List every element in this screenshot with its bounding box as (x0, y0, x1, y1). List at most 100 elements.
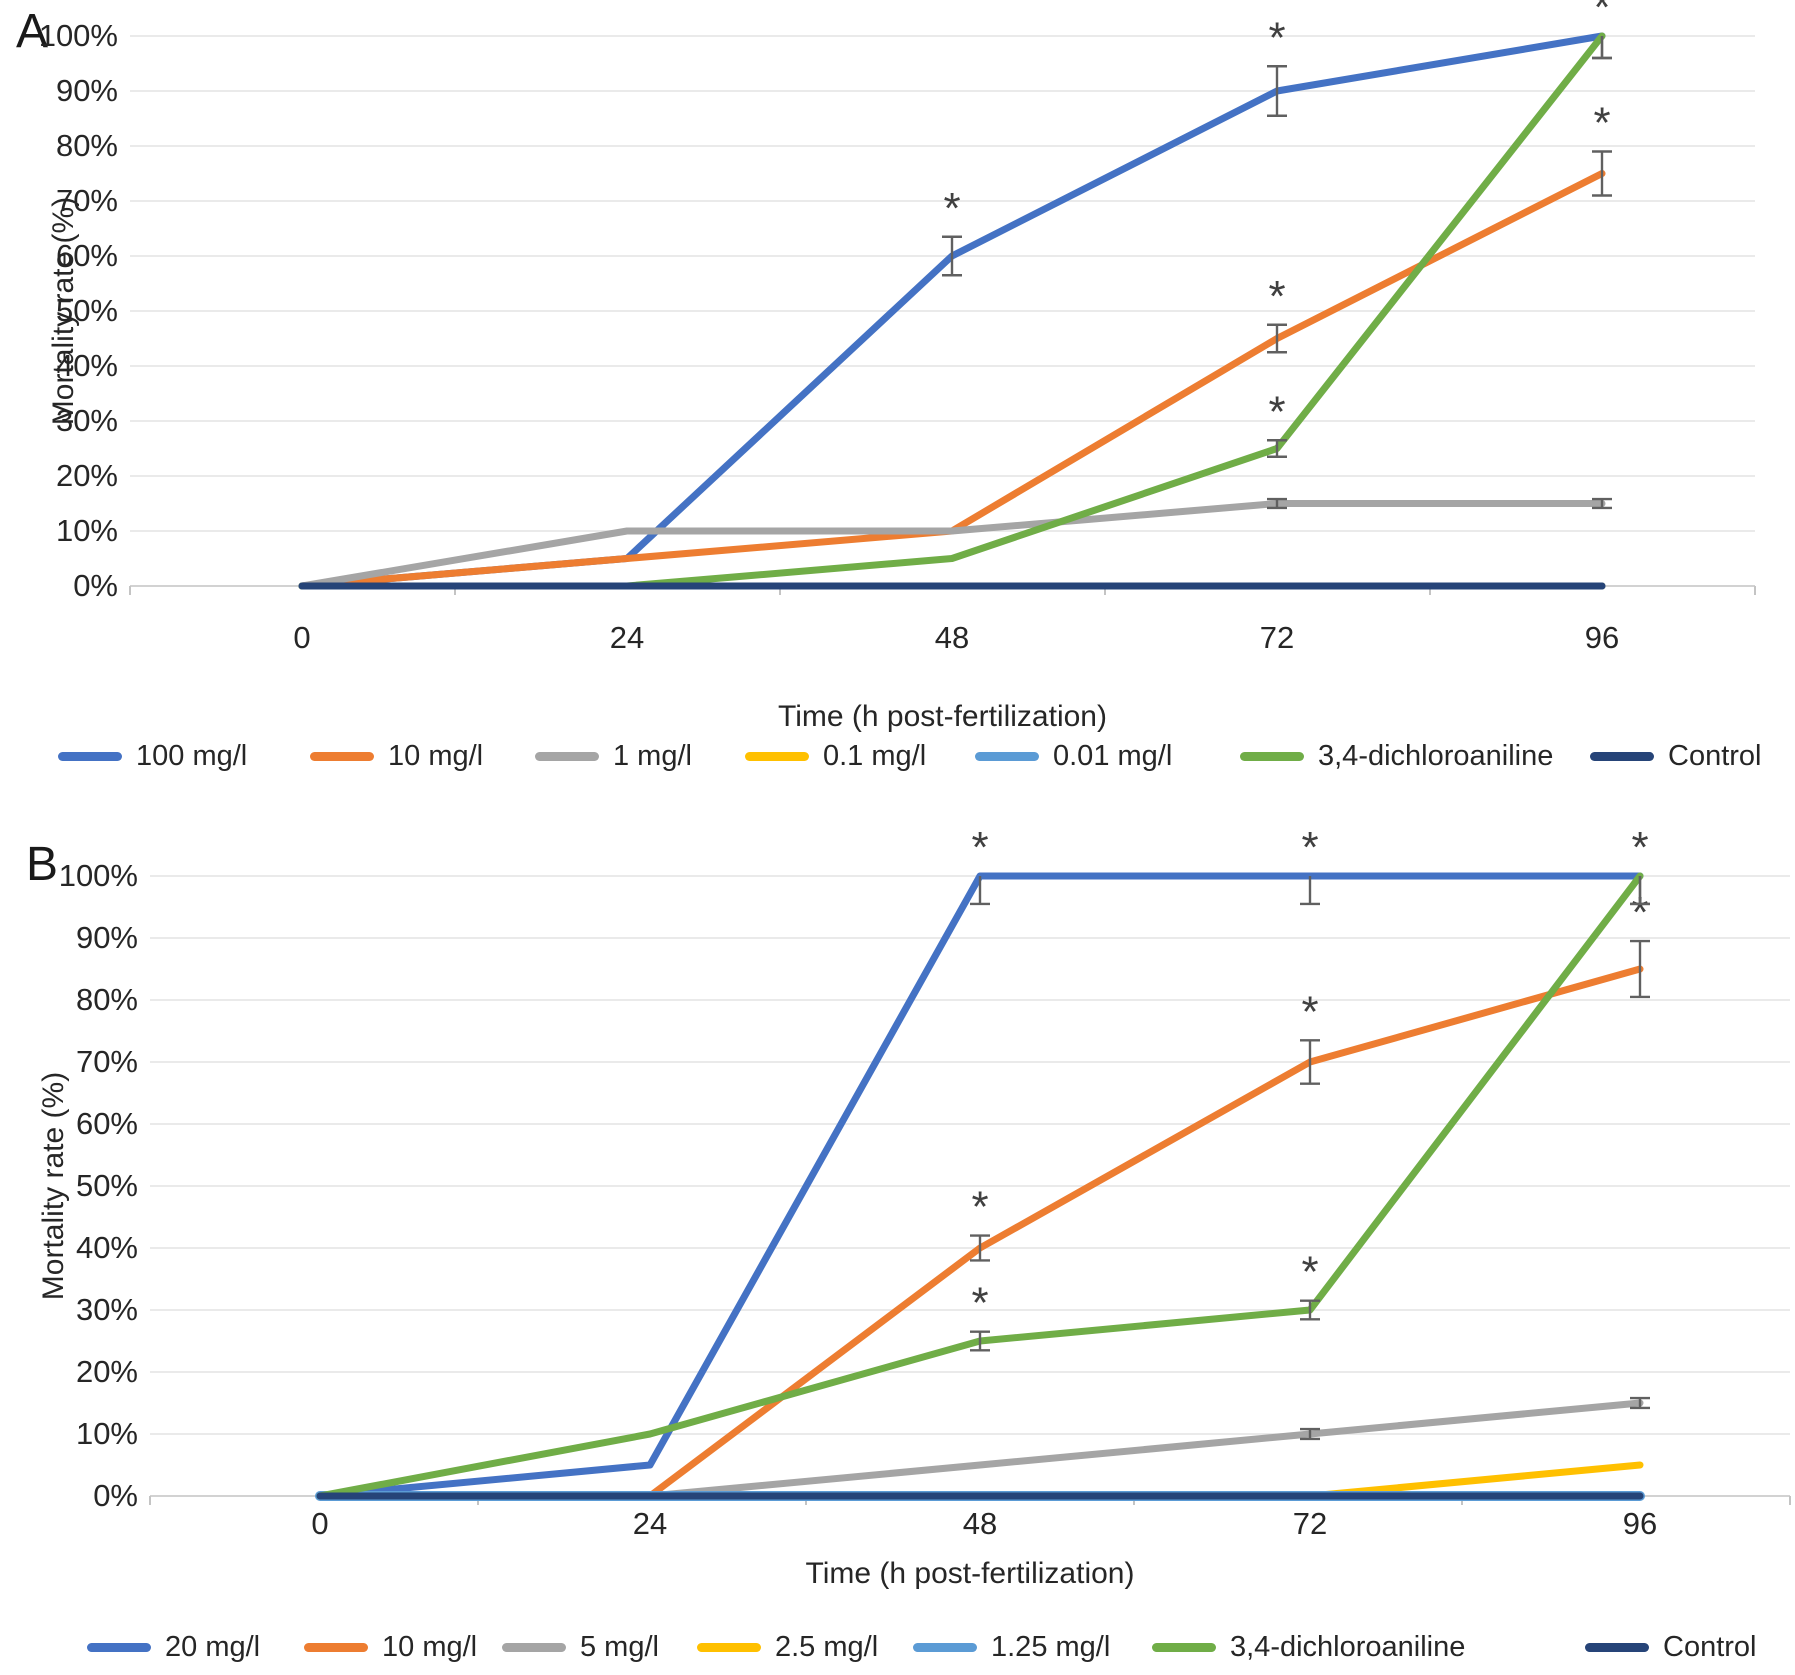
legend-item-3-4-dichloroaniline: 3,4-dichloroaniline (1240, 740, 1553, 772)
y-tick-label: 80% (75, 982, 138, 1017)
error-bar-1-mg-l (1267, 497, 1287, 510)
x-tick-label: 24 (632, 1506, 668, 1541)
legend-item-control: Control (1585, 1631, 1757, 1663)
legend-item-3-4-dichloroaniline: 3,4-dichloroaniline (1152, 1631, 1465, 1663)
legend-swatch (1585, 1642, 1649, 1652)
legend-swatch (58, 751, 122, 761)
y-tick-label: 70% (55, 183, 118, 218)
legend-label: 100 mg/l (136, 739, 248, 772)
legend-label: 2.5 mg/l (775, 1630, 879, 1663)
significance-asterisk: * (971, 1279, 988, 1328)
significance-asterisk: * (971, 1183, 988, 1232)
x-tick-label: 72 (1292, 1506, 1328, 1541)
y-tick-label: 100% (58, 858, 138, 893)
x-axis-title: Time (h post-fertilization) (778, 700, 1107, 733)
significance-asterisk: * (1593, 0, 1610, 32)
y-tick-label: 50% (55, 293, 118, 328)
y-tick-label: 30% (55, 403, 118, 438)
legend-swatch (745, 751, 809, 761)
y-tick-label: 80% (55, 128, 118, 163)
legend-label: 0.1 mg/l (823, 739, 927, 772)
y-tick-label: 20% (55, 458, 118, 493)
legend-swatch (87, 1642, 151, 1652)
x-tick-label: 72 (1259, 620, 1295, 655)
legend-label: 20 mg/l (165, 1630, 261, 1663)
y-tick-label: 10% (75, 1416, 138, 1451)
legend-item-0-1-mg-l: 0.1 mg/l (745, 740, 926, 772)
legend-item-control: Control (1590, 740, 1762, 772)
y-tick-label: 0% (93, 1478, 138, 1513)
y-tick-label: 70% (75, 1044, 138, 1079)
panel-a: A Mortality rate (%) * * * * * * Time (h post… (0, 0, 1795, 795)
legend-item-1-mg-l: 1 mg/l (535, 740, 692, 772)
significance-asterisk: * (1301, 1248, 1318, 1297)
x-tick-label: 24 (609, 620, 645, 655)
legend-swatch (310, 751, 374, 761)
y-tick-label: 10% (55, 513, 118, 548)
chart-b-canvas: * * * * * * * * (149, 823, 1791, 1505)
significance-asterisk: * (1593, 99, 1610, 148)
legend-swatch (304, 1642, 368, 1652)
legend-item-10-mg-l: 10 mg/l (310, 740, 483, 772)
error-bar-10-mg-l (1630, 939, 1650, 999)
legend-label: 10 mg/l (382, 1630, 478, 1663)
panel-b-label: B (26, 838, 59, 891)
error-bar-1-mg-l (1592, 497, 1612, 510)
legend-label: 5 mg/l (580, 1630, 659, 1663)
significance-asterisk: * (943, 184, 960, 233)
series-line-10-mg-l (316, 965, 1644, 1500)
legend-item-0-01-mg-l: 0.01 mg/l (975, 740, 1172, 772)
legend-label: 0.01 mg/l (1053, 739, 1173, 772)
y-tick-label: 90% (75, 920, 138, 955)
legend-label: 1.25 mg/l (991, 1630, 1111, 1663)
error-bar-10-mg-l (970, 1234, 990, 1262)
legend-item-10-mg-l: 10 mg/l (304, 1631, 477, 1663)
y-tick-label: 60% (75, 1106, 138, 1141)
legend-item-5-mg-l: 5 mg/l (502, 1631, 659, 1663)
error-bar-100-mg-l (1267, 65, 1287, 117)
error-bar-20-mg-l (970, 876, 990, 906)
legend-item-2-5-mg-l: 2.5 mg/l (697, 1631, 878, 1663)
significance-asterisk: * (1301, 987, 1318, 1036)
x-tick-label: 0 (311, 1506, 329, 1541)
legend-item-20-mg-l: 20 mg/l (87, 1631, 260, 1663)
significance-asterisk: * (1631, 888, 1648, 937)
legend-swatch (975, 751, 1039, 761)
y-tick-label: 50% (75, 1168, 138, 1203)
error-bar-3-4-dichloroaniline (1300, 1299, 1320, 1321)
error-bar-3-4-dichloroaniline (1630, 876, 1650, 906)
y-tick-label: 100% (38, 18, 118, 53)
legend-label: 3,4-dichloroaniline (1318, 739, 1554, 772)
significance-asterisk: * (1631, 823, 1648, 872)
legend-swatch (502, 1642, 566, 1652)
x-tick-label: 96 (1622, 1506, 1658, 1541)
legend-label: Control (1668, 739, 1762, 772)
y-tick-label: 60% (55, 238, 118, 273)
error-bar-3-4-dichloroaniline (1267, 439, 1287, 458)
error-bar-5-mg-l (1300, 1427, 1320, 1441)
y-tick-label: 90% (55, 73, 118, 108)
x-tick-label: 0 (293, 620, 311, 655)
legend-swatch (535, 751, 599, 761)
error-bar-10-mg-l (1300, 1039, 1320, 1085)
significance-asterisk: * (1268, 13, 1285, 62)
series-line-10-mg-l (298, 170, 1606, 590)
x-tick-label: 96 (1584, 620, 1620, 655)
significance-asterisk: * (1301, 823, 1318, 872)
error-bar-10-mg-l (1592, 150, 1612, 197)
legend-item-1-25-mg-l: 1.25 mg/l (913, 1631, 1110, 1663)
y-tick-label: 20% (75, 1354, 138, 1389)
error-bar-20-mg-l (1300, 876, 1320, 906)
legend-label: Control (1663, 1630, 1757, 1663)
legend-label: 3,4-dichloroaniline (1230, 1630, 1466, 1663)
error-bar-10-mg-l (1267, 323, 1287, 354)
panel-b: B Mortality rate (%) * * * * * * * * Time (h po… (0, 795, 1795, 1675)
significance-asterisk: * (1268, 272, 1285, 321)
y-tick-label: 40% (55, 348, 118, 383)
error-bar-5-mg-l (1630, 1396, 1650, 1410)
x-axis-title: Time (h post-fertilization) (805, 1557, 1135, 1590)
error-bar-3-4-dichloroaniline (970, 1330, 990, 1352)
significance-asterisk: * (971, 823, 988, 872)
legend-swatch (913, 1642, 977, 1652)
legend-swatch (1152, 1642, 1216, 1652)
